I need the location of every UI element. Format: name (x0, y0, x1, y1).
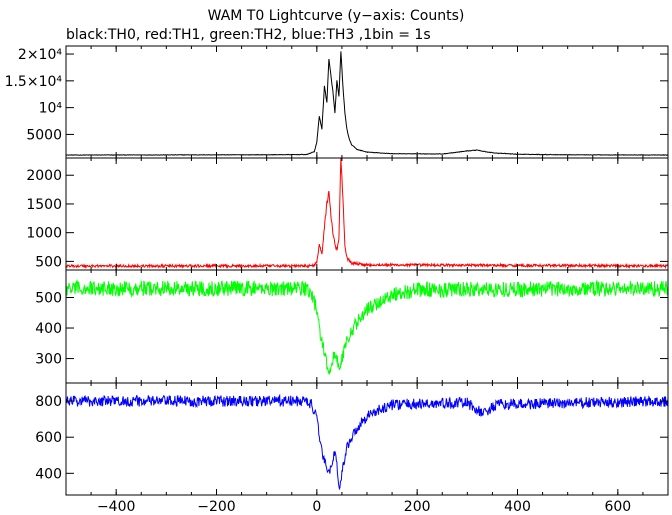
y-tick-label-1-2: 1500 (26, 197, 62, 213)
x-tick-label-5: 600 (604, 499, 631, 515)
y-tick-label-0-2: 1.5×10⁴ (5, 74, 63, 90)
panel-frame-0 (65, 45, 669, 159)
y-tick-label-0-3: 2×10⁴ (18, 47, 62, 63)
series-line-panel-3 (65, 393, 669, 491)
x-tick-label-2: 0 (312, 499, 321, 515)
y-tick-label-1-0: 500 (35, 254, 62, 270)
y-tick-label-2-1: 400 (35, 321, 62, 337)
series-line-panel-0 (66, 51, 669, 156)
series-line-panel-2 (65, 279, 669, 375)
y-tick-label-0-1: 10⁴ (39, 101, 63, 117)
x-tick-label-4: 400 (504, 499, 531, 515)
y-tick-label-0-0: 5000 (26, 127, 62, 143)
x-tick-label-3: 200 (404, 499, 431, 515)
x-tick-label-0: −400 (97, 499, 135, 515)
y-tick-label-3-2: 800 (35, 394, 62, 410)
chart-title: WAM T0 Lightcurve (y−axis: Counts) (207, 8, 465, 24)
series-line-panel-1 (65, 157, 669, 270)
y-tick-label-1-3: 2000 (26, 168, 62, 184)
panel-frame-1 (65, 157, 669, 271)
y-tick-label-3-1: 600 (35, 430, 62, 446)
y-tick-label-2-2: 500 (35, 290, 62, 306)
x-tick-label-1: −200 (197, 499, 235, 515)
y-tick-label-1-1: 1000 (26, 226, 62, 242)
y-tick-label-2-0: 300 (35, 352, 62, 368)
y-tick-label-3-0: 400 (35, 466, 62, 482)
chart-subtitle: black:TH0, red:TH1, green:TH2, blue:TH3 … (66, 27, 431, 43)
